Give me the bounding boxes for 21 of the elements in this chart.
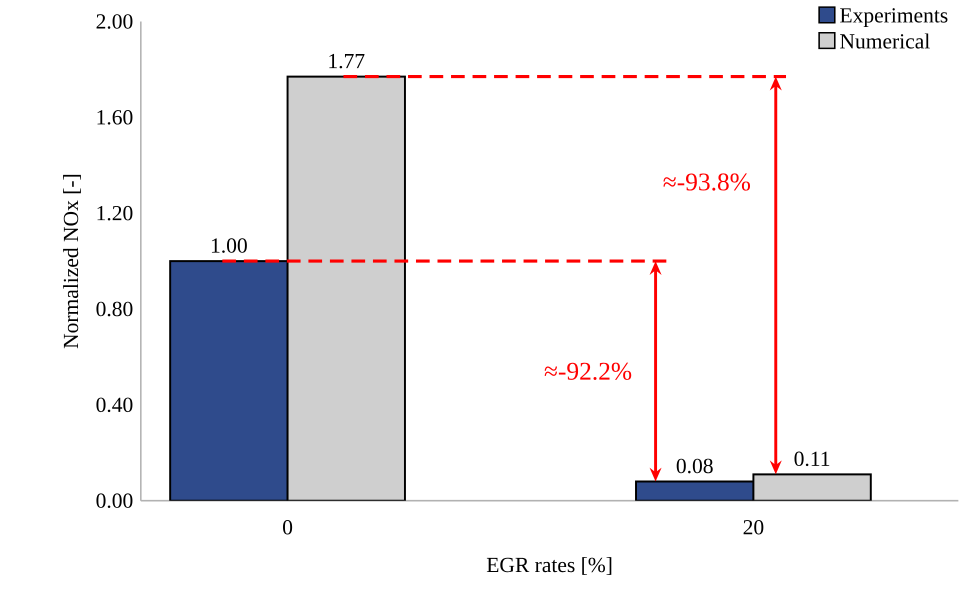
- x-axis-title: EGR rates [%]: [486, 557, 612, 576]
- annotation: ≈-93.8%: [663, 174, 750, 191]
- bar: [286, 76, 406, 501]
- y-tick-label: 1.20: [98, 206, 132, 221]
- y-tick-label: 1.60: [98, 110, 132, 125]
- bar: [752, 474, 872, 501]
- y-tick-label: 0.00: [96, 494, 132, 508]
- y-tick-label: 0.80: [96, 302, 132, 317]
- data-label: 0.11: [794, 452, 830, 466]
- y-tick-label: 0.40: [96, 398, 132, 412]
- bar: [169, 260, 289, 501]
- legend-label: Numerical: [840, 34, 930, 49]
- data-label: 1.77: [329, 54, 364, 69]
- x-tick-label: 20: [744, 520, 764, 535]
- legend-label: Experiments: [840, 8, 948, 28]
- data-label: 1.00: [212, 238, 247, 254]
- x-tick-label: 0: [283, 520, 292, 535]
- y-tick-label: 2.00: [96, 14, 132, 30]
- y-axis-title: Normalized NOx [-]: [63, 175, 81, 349]
- annotation: ≈-92.2%: [544, 362, 632, 380]
- data-label: 0.08: [676, 458, 713, 474]
